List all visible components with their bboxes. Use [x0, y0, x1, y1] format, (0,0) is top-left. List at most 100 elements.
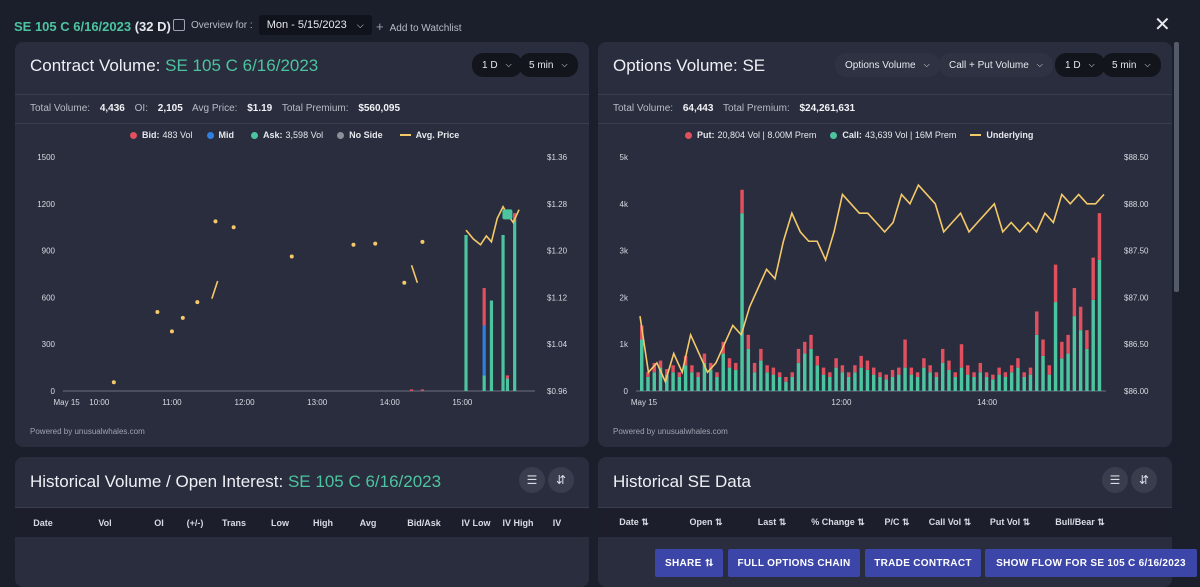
label: Total Volume:: [30, 103, 91, 114]
legend-no-side[interactable]: No Side: [337, 130, 386, 140]
x-tick-label: 14:00: [380, 398, 401, 407]
mode-dropdown[interactable]: Call + Put Volume ⌵: [939, 53, 1053, 77]
call-bar: [828, 376, 832, 391]
col-iv-high[interactable]: IV High: [502, 517, 534, 528]
page-scrollbar[interactable]: [1174, 42, 1179, 292]
call-bar: [897, 374, 901, 391]
put-bar: [809, 334, 813, 349]
call-bar: [872, 374, 876, 391]
label: Bid:: [142, 130, 160, 140]
put-bar: [777, 372, 782, 377]
call-bar: [652, 372, 656, 391]
call-bar: [759, 360, 763, 391]
put-bar: [690, 365, 694, 373]
avg-price-point: [180, 315, 185, 320]
top-bar: SE 105 C 6/16/2023 (32 D) Overview for :…: [0, 0, 1200, 46]
contract-title: SE 105 C 6/16/2023 (32 D): [14, 19, 171, 34]
call-bar: [665, 374, 669, 391]
put-bar: [790, 372, 794, 377]
legend-call[interactable]: Call: 43,639 Vol | 16M Prem: [830, 130, 956, 140]
interval-dropdown[interactable]: 5 min ⌵: [1102, 53, 1161, 77]
powered-by: Powered by unusualwhales.com: [613, 427, 728, 436]
col-iv[interactable]: IV: [552, 517, 562, 528]
call-bar: [953, 376, 957, 391]
col-date[interactable]: Date ⇅: [619, 517, 649, 527]
call-bar: [915, 376, 920, 391]
col-date[interactable]: Date: [33, 517, 53, 528]
interval-value: 5 min: [1112, 59, 1137, 71]
col-open[interactable]: Open ⇅: [689, 517, 723, 527]
add-to-watchlist-button[interactable]: + Add to Watchlist: [376, 19, 461, 34]
overview-label: Overview for :: [191, 19, 253, 31]
contract-symbol: SE 105 C 6/16/2023: [14, 19, 132, 34]
full-options-chain-button[interactable]: FULL OPTIONS CHAIN: [728, 549, 860, 577]
label: Total Premium:: [723, 103, 790, 114]
y2-tick-label: $1.28: [547, 200, 568, 209]
col-put-vol[interactable]: Put Vol ⇅: [989, 517, 1031, 527]
legend-ask[interactable]: Ask: 3,598 Vol: [251, 130, 323, 140]
call-bar: [746, 348, 751, 391]
call-bar: [928, 372, 932, 391]
call-bar: [727, 367, 732, 391]
y-tick-label: 1200: [37, 200, 55, 209]
call-bar: [671, 372, 675, 391]
call-bar: [740, 213, 744, 391]
col-oi[interactable]: OI: [154, 517, 164, 528]
range-value: 1 D: [482, 59, 498, 71]
col-last[interactable]: Last ⇅: [757, 517, 787, 527]
col-vol[interactable]: Vol: [98, 517, 112, 528]
legend-put[interactable]: Put: 20,804 Vol | 8.00M Prem: [685, 130, 816, 140]
share-button[interactable]: SHARE ⮁: [655, 549, 723, 577]
col-low[interactable]: Low: [271, 517, 289, 528]
col-high[interactable]: High: [313, 517, 333, 528]
call-bar: [1097, 259, 1102, 391]
avg-price-point: [111, 380, 116, 385]
legend-mid[interactable]: Mid: [206, 130, 238, 140]
show-flow-button[interactable]: SHOW FLOW FOR SE 105 C 6/16/2023: [985, 549, 1197, 577]
put-bar: [759, 348, 763, 361]
col-call-vol[interactable]: Call Vol ⇅: [928, 517, 972, 527]
date-dropdown[interactable]: Mon - 5/15/2023 ⌵: [258, 15, 372, 35]
range-dropdown[interactable]: 1 D ⌵: [1055, 53, 1105, 77]
expand-icon[interactable]: ⇵: [1131, 467, 1157, 493]
close-icon[interactable]: ✕: [1154, 14, 1171, 36]
interval-dropdown[interactable]: 5 min ⌵: [519, 53, 578, 77]
col-pct-change[interactable]: % Change ⇅: [811, 517, 865, 527]
col-bull-bear[interactable]: Bull/Bear ⇅: [1055, 517, 1105, 527]
legend-underlying[interactable]: Underlying: [970, 130, 1036, 140]
legend-bid[interactable]: Bid: 483 Vol: [130, 130, 193, 140]
col-iv-low[interactable]: IV Low: [461, 517, 491, 528]
trade-contract-button[interactable]: TRADE CONTRACT: [865, 549, 981, 577]
col-avg[interactable]: Avg: [359, 517, 377, 528]
premium-stat: Total Premium: $24,261,631: [723, 103, 855, 114]
put-bar: [828, 372, 832, 377]
col-change[interactable]: (+/-): [186, 517, 204, 528]
put-bar: [746, 334, 751, 349]
range-dropdown[interactable]: 1 D ⌵: [472, 53, 522, 77]
put-bar: [897, 367, 901, 375]
call-bar: [853, 372, 857, 391]
put-bar: [1022, 372, 1026, 377]
put-bar: [865, 360, 870, 370]
metric-dropdown[interactable]: Options Volume ⌵: [835, 53, 940, 77]
put-bar: [1047, 365, 1052, 375]
call-bar: [702, 362, 707, 391]
call-bar: [777, 376, 782, 391]
call-bar: [765, 372, 769, 391]
call-bar: [715, 376, 719, 391]
call-bar: [991, 379, 995, 391]
expand-icon[interactable]: ⇵: [548, 467, 574, 493]
put-bar: [953, 372, 957, 377]
call-bar: [683, 365, 688, 391]
col-trans[interactable]: Trans: [221, 517, 246, 528]
col-bid-ask[interactable]: Bid/Ask: [407, 517, 441, 528]
y-tick-label: 1500: [37, 153, 55, 162]
underlying-line: [970, 134, 982, 136]
col-pc[interactable]: P/C ⇅: [884, 517, 910, 527]
contract-volume-chart: 0 $0.96 300 $1.04 600 $1.12 900 $1.20 1200 $1.28 1…: [37, 153, 568, 407]
filter-icon[interactable]: ☰: [519, 467, 545, 493]
volume-bar: [505, 375, 510, 379]
put-bar: [1085, 330, 1089, 349]
filter-icon[interactable]: ☰: [1102, 467, 1128, 493]
legend-avg-price[interactable]: Avg. Price: [399, 130, 463, 140]
